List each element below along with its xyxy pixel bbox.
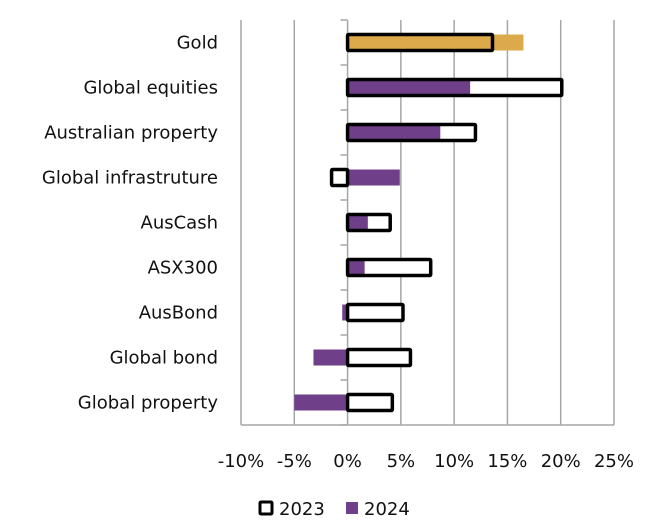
bar-2024	[347, 214, 368, 231]
bar-2023	[345, 347, 413, 368]
bar-2024	[294, 394, 348, 411]
bar-2024	[347, 169, 400, 186]
bar-2024	[347, 34, 524, 51]
category-label: Global infrastruture	[42, 168, 218, 189]
bar-2023	[345, 122, 478, 143]
legend-label-2023: 2023	[279, 499, 325, 520]
bar-2023	[345, 257, 433, 278]
bar-2024	[347, 79, 471, 96]
category-label: Global equities	[83, 78, 218, 99]
bar-2023-bg	[331, 169, 348, 186]
x-tick-label: 5%	[387, 451, 416, 472]
category-label: Gold	[177, 33, 218, 54]
bar-2023	[345, 77, 564, 98]
x-tick-label: 0%	[333, 451, 362, 472]
bar-2023-bg	[347, 304, 403, 321]
category-label: AusCash	[141, 213, 218, 234]
x-tick-label: 15%	[487, 451, 527, 472]
x-tick-label: 20%	[541, 451, 581, 472]
bar-2023-bg	[347, 349, 411, 366]
bar-2023	[345, 302, 405, 323]
category-label: AusBond	[139, 303, 218, 324]
category-label: Global property	[78, 393, 219, 414]
legend-swatch-2023	[258, 500, 274, 516]
bar-2023-bg	[347, 394, 393, 411]
bar-2024	[342, 304, 348, 321]
category-label: ASX300	[148, 258, 218, 279]
bar-2024	[347, 259, 365, 276]
category-label: Australian property	[44, 123, 218, 144]
bar-2023	[329, 167, 350, 188]
x-tick-label: -5%	[277, 451, 312, 472]
bar-2023	[345, 32, 495, 53]
bar-2024	[313, 349, 348, 366]
x-tick-label: 10%	[434, 451, 474, 472]
bar-2023	[345, 392, 395, 413]
category-label: Global bond	[110, 348, 218, 369]
legend-swatch-2024	[346, 502, 358, 514]
bar-2023	[345, 212, 392, 233]
x-tick-label: 25%	[594, 451, 634, 472]
legend-label-2024: 2024	[364, 499, 410, 520]
bar-2024	[347, 124, 441, 141]
x-tick-label: -10%	[218, 451, 265, 472]
bar-2023-bg	[347, 259, 431, 276]
